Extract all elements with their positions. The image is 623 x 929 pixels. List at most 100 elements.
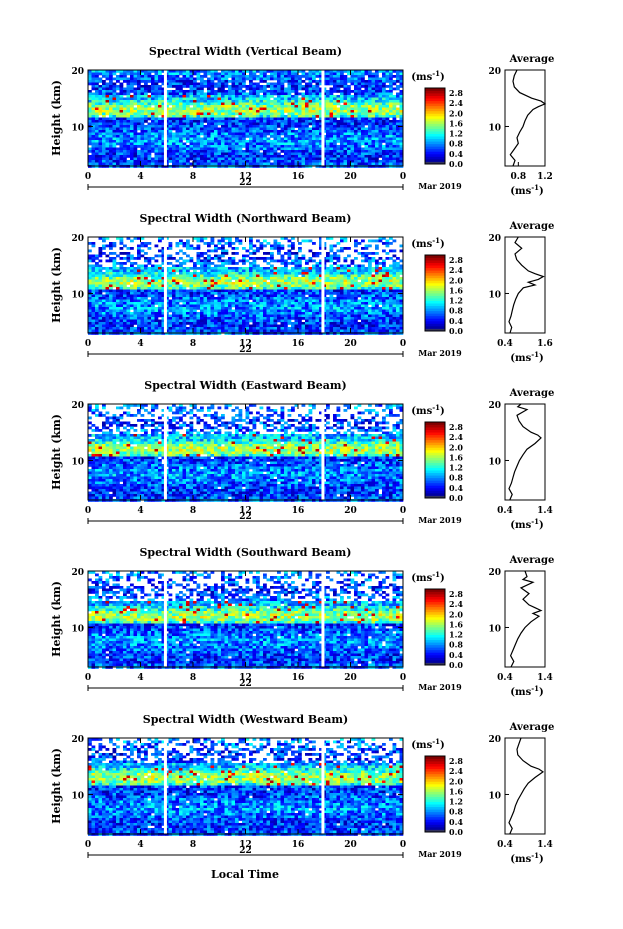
colorbar-segment [425,490,445,494]
colorbar-segment [425,768,445,772]
panel-title: Spectral Width (Southward Beam) [139,546,351,559]
average-profile-line [509,69,547,167]
colorbar-segment [425,639,445,643]
colorbar-segment [425,776,445,780]
colorbar-tick-label: 1.6 [449,786,463,796]
x-tick-label: 4 [137,172,143,182]
colorbar-tick-label: 0.8 [449,139,463,149]
colorbar-segment [425,305,445,309]
heatmap-cells [88,571,404,669]
x-tick-label: 0 [85,673,91,683]
colorbar-tick-label: 2.8 [449,422,463,432]
colorbar-segment [425,123,445,127]
colorbar-segment [425,120,445,124]
y-axis-label: Height (km) [50,581,63,657]
colorbar: (ms-1) 0.00.40.81.21.62.02.42.8 [411,737,463,837]
colorbar-tick-label: 2.0 [449,609,463,619]
month-label: Mar 2019 [418,348,462,358]
colorbar-segment [425,95,445,99]
colorbar-segment [425,495,445,499]
x-tick-label: 0 [400,673,406,683]
colorbar-segment [425,90,445,94]
colorbar-tick-label: 0.0 [449,660,463,670]
x-tick-label: 8 [190,506,196,516]
colorbar-segment [425,756,445,759]
colorbar-tick-label: 2.8 [449,88,463,98]
colorbar-segment [425,444,445,448]
colorbar-segment [425,482,445,486]
x-tick-label: 4 [137,673,143,683]
panel-1: Spectral Width (Vertical Beam) 10 20 Height… [50,45,554,197]
colorbar-unit: (ms-1) [411,236,444,250]
colorbar-segment [425,460,445,463]
colorbar-segment [425,257,445,261]
colorbar-segment [425,290,445,294]
inset-x-tick-label: 1.2 [537,172,553,182]
colorbar-segment [425,778,445,782]
colorbar-segment [425,262,445,266]
colorbar-segment [425,449,445,453]
inset-frame [504,403,546,501]
x-tick-label: 8 [190,673,196,683]
colorbar-segment [425,599,445,603]
colorbar-tick-label: 1.2 [449,129,463,139]
colorbar-segment [425,260,445,263]
colorbar-segment [425,310,445,314]
colorbar-segment [425,796,445,800]
colorbar-segment [425,791,445,795]
colorbar-segment [425,313,445,317]
colorbar-segment [425,465,445,468]
colorbar-segment [425,773,445,777]
inset-frame [504,236,546,334]
inset-y-tick-label: 20 [488,67,501,77]
colorbar-segment [425,829,445,833]
colorbar-segment [425,634,445,638]
colorbar-segment [425,771,445,775]
data-gap [321,70,325,166]
inset-y-tick-label: 10 [488,457,501,467]
average-inset: Average 10 20 0.4 1.4(ms-1) [488,722,554,865]
x-tick-label: 0 [400,506,406,516]
colorbar-segment [425,604,445,608]
colorbar-segment [425,105,445,109]
colorbar-segment [425,799,445,802]
inset-x-tick-label: 1.4 [537,506,553,516]
colorbar-tick-label: 2.0 [449,776,463,786]
x-tick-label: 0 [400,172,406,182]
x-tick-label: 12 [239,172,252,182]
inset-x-label: (ms-1) [510,350,543,364]
colorbar-frame [424,588,446,666]
colorbar-tick-label: 0.8 [449,306,463,316]
colorbar-tick-label: 2.8 [449,589,463,599]
y-tick-label: 20 [71,568,84,578]
colorbar-segment [425,442,445,446]
colorbar-segment [425,422,445,425]
y-tick-label: 20 [71,401,84,411]
data-gap [321,237,325,333]
data-gap [163,237,167,333]
colorbar-segment [425,766,445,770]
colorbar-segment [425,475,445,479]
y-tick-label: 10 [71,457,84,467]
colorbar-segment [425,601,445,605]
colorbar-tick-label: 1.2 [449,296,463,306]
data-gap [163,571,167,667]
colorbar-tick-label: 0.0 [449,493,463,503]
colorbar: (ms-1) 0.00.40.81.21.62.02.42.8 [411,236,463,336]
data-gap [163,404,167,500]
inset-title: Average [509,221,555,232]
date-label: 22 [239,345,252,355]
colorbar: (ms-1) 0.00.40.81.21.62.02.42.8 [411,69,463,169]
colorbar-tick-label: 0.4 [449,483,463,493]
y-tick-label: 10 [71,123,84,133]
colorbar-segment [425,93,445,96]
colorbar-segment [425,277,445,281]
colorbar-tick-label: 0.4 [449,149,463,159]
colorbar-segment [425,432,445,436]
colorbar-tick-label: 1.2 [449,630,463,640]
colorbar-segment [425,644,445,648]
colorbar-segment [425,596,445,600]
inset-x-tick-label: 1.4 [537,840,553,850]
inset-x-tick-label: 1.4 [537,673,553,683]
x-tick-label: 20 [344,506,357,516]
